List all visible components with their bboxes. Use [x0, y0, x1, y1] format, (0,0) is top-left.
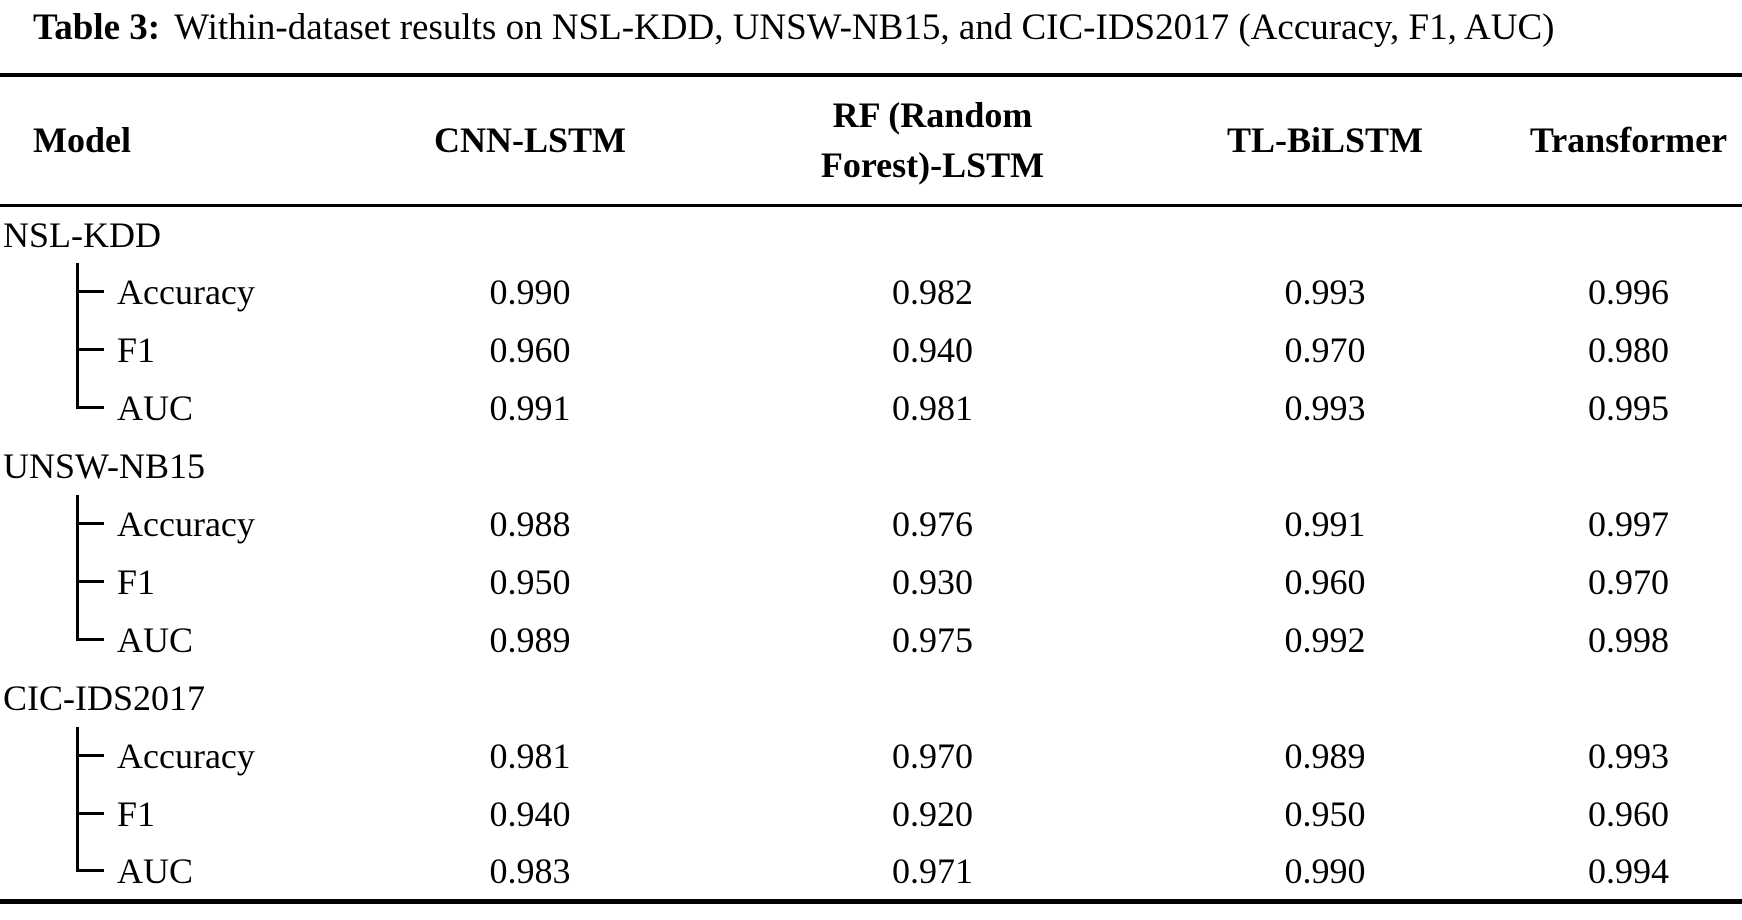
metric-label-cell: AUC	[0, 843, 330, 901]
dataset-name: NSL-KDD	[3, 214, 161, 255]
tree-branch-tick	[76, 754, 104, 757]
column-header-rf-lstm: RF (Random Forest)-LSTM	[730, 75, 1135, 205]
column-header-rf-lstm-label: RF (Random Forest)-LSTM	[820, 94, 1045, 186]
value-cell: 0.975	[892, 620, 973, 660]
metric-label: F1	[117, 794, 156, 834]
tree-branch-line	[76, 843, 79, 871]
metric-row: F1 0.960 0.940 0.970 0.980	[0, 321, 1742, 379]
value-cell: 0.960	[489, 330, 571, 370]
value-cell: 0.960	[1284, 562, 1366, 602]
tree-branch-tick	[76, 812, 104, 815]
column-header-cnn-lstm: CNN-LSTM	[433, 120, 626, 161]
value-cell: 0.940	[489, 794, 571, 834]
column-header-transformer: Transformer	[1529, 120, 1728, 161]
dataset-group-row: CIC-IDS2017	[0, 669, 1742, 727]
metric-label: F1	[117, 562, 156, 602]
value-cell: 0.940	[892, 330, 973, 370]
metric-row: Accuracy 0.981 0.970 0.989 0.993	[0, 727, 1742, 785]
metric-label-cell: AUC	[0, 611, 330, 669]
tree-branch-tick	[76, 406, 104, 409]
metric-row: Accuracy 0.990 0.982 0.993 0.996	[0, 263, 1742, 321]
metric-row: AUC 0.989 0.975 0.992 0.998	[0, 611, 1742, 669]
value-cell: 0.971	[892, 850, 973, 891]
value-cell: 0.960	[1588, 794, 1669, 834]
value-cell: 0.989	[489, 620, 571, 660]
caption-number: Table 3:	[33, 7, 161, 48]
table-caption: Table 3: Within-dataset results on NSL-KD…	[33, 6, 1555, 50]
tree-branch-tick	[76, 348, 104, 351]
value-cell: 0.983	[489, 850, 571, 891]
tree-branch-tick	[76, 638, 104, 641]
metric-row: Accuracy 0.988 0.976 0.991 0.997	[0, 495, 1742, 553]
results-table: Model CNN-LSTM RF (Random Forest)-LSTM T…	[0, 73, 1742, 904]
value-cell: 0.994	[1588, 850, 1669, 891]
metric-label: Accuracy	[117, 736, 255, 776]
metric-row: F1 0.940 0.920 0.950 0.960	[0, 785, 1742, 843]
value-cell: 0.991	[489, 388, 571, 428]
header-row: Model CNN-LSTM RF (Random Forest)-LSTM T…	[0, 75, 1742, 205]
dataset-name: CIC-IDS2017	[3, 678, 206, 718]
value-cell: 0.970	[892, 736, 973, 776]
tree-branch-tick	[76, 290, 104, 293]
metric-label-cell: Accuracy	[0, 495, 330, 553]
tree-branch-line	[76, 379, 79, 408]
value-cell: 0.982	[892, 272, 973, 312]
value-cell: 0.991	[1284, 504, 1366, 544]
metric-label: AUC	[117, 620, 194, 660]
metric-label-cell: F1	[0, 553, 330, 611]
metric-label-cell: Accuracy	[0, 263, 330, 321]
dataset-group-row: NSL-KDD	[0, 205, 1742, 263]
value-cell: 0.990	[1284, 850, 1366, 891]
value-cell: 0.988	[489, 504, 571, 544]
dataset-name: UNSW-NB15	[3, 446, 206, 486]
tree-branch-tick	[76, 522, 104, 525]
value-cell: 0.981	[489, 736, 571, 776]
tree-branch-tick	[76, 868, 104, 872]
value-cell: 0.920	[892, 794, 973, 834]
value-cell: 0.997	[1588, 504, 1669, 544]
dataset-group-row: UNSW-NB15	[0, 437, 1742, 495]
metric-label-cell: Accuracy	[0, 727, 330, 785]
metric-label-cell: F1	[0, 785, 330, 843]
value-cell: 0.993	[1588, 736, 1669, 776]
tree-branch-line	[76, 611, 79, 640]
metric-label: F1	[117, 330, 156, 370]
metric-label-cell: F1	[0, 321, 330, 379]
metric-label-cell: AUC	[0, 379, 330, 437]
metric-label: AUC	[117, 388, 194, 428]
caption-text: Within-dataset results on NSL-KDD, UNSW-…	[174, 7, 1555, 48]
tree-branch-tick	[76, 580, 104, 583]
value-cell: 0.981	[892, 388, 973, 428]
metric-row: F1 0.950 0.930 0.960 0.970	[0, 553, 1742, 611]
value-cell: 0.993	[1284, 388, 1366, 428]
value-cell: 0.950	[489, 562, 571, 602]
metric-row: AUC 0.991 0.981 0.993 0.995	[0, 379, 1742, 437]
value-cell: 0.930	[892, 562, 973, 602]
metric-label: Accuracy	[117, 272, 255, 312]
column-header-tl-bilstm: TL-BiLSTM	[1226, 120, 1424, 161]
value-cell: 0.995	[1588, 388, 1669, 428]
value-cell: 0.993	[1284, 272, 1366, 312]
value-cell: 0.998	[1588, 620, 1669, 660]
value-cell: 0.976	[892, 504, 973, 544]
value-cell: 0.992	[1284, 620, 1366, 660]
value-cell: 0.980	[1588, 330, 1669, 370]
value-cell: 0.996	[1588, 272, 1669, 312]
value-cell: 0.970	[1284, 330, 1366, 370]
value-cell: 0.990	[489, 272, 571, 312]
metric-label: Accuracy	[117, 504, 255, 544]
metric-row: AUC 0.983 0.971 0.990 0.994	[0, 843, 1742, 901]
column-header-model: Model	[33, 120, 131, 161]
value-cell: 0.950	[1284, 794, 1366, 834]
value-cell: 0.989	[1284, 736, 1366, 776]
value-cell: 0.970	[1588, 562, 1669, 602]
metric-label: AUC	[117, 850, 194, 891]
